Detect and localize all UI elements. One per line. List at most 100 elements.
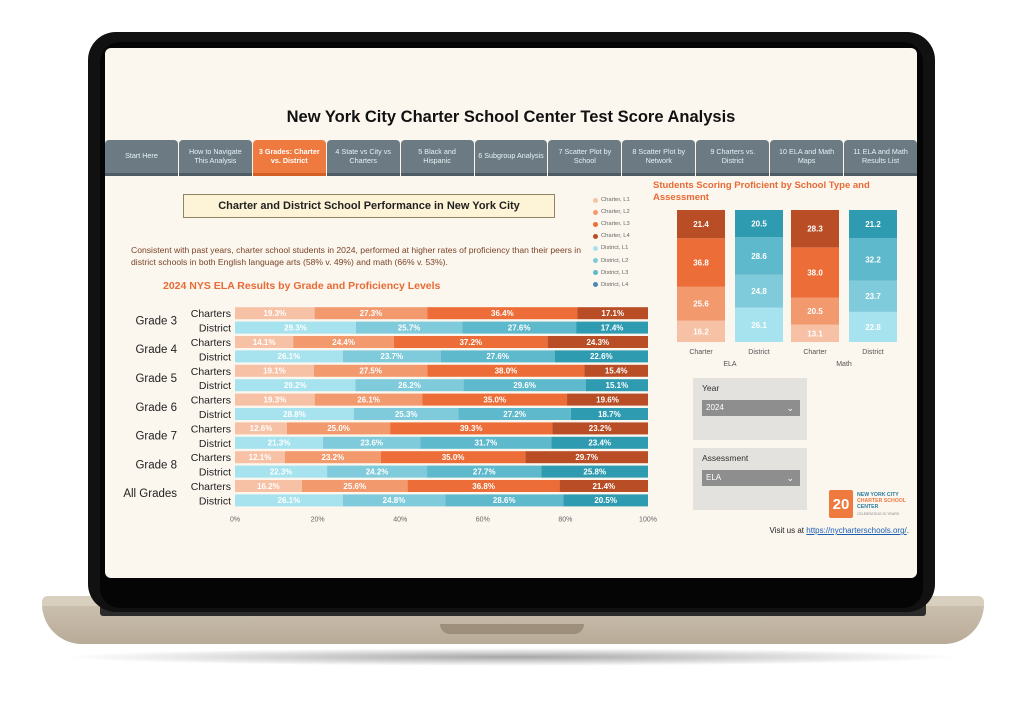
bar-segment[interactable]	[235, 364, 314, 377]
bar-segment[interactable]	[235, 465, 328, 478]
bar-segment[interactable]	[462, 321, 577, 334]
legend-item[interactable]: Charter, L2	[593, 206, 630, 218]
bar-segment[interactable]	[235, 336, 294, 348]
column-segment[interactable]	[677, 320, 725, 342]
column-segment[interactable]	[849, 311, 897, 342]
bar-segment[interactable]	[570, 408, 648, 420]
bar-segment[interactable]	[313, 364, 428, 377]
bar-segment[interactable]	[463, 379, 586, 392]
bar-segment[interactable]	[235, 408, 354, 420]
legend-item[interactable]: Charter, L4	[593, 230, 630, 242]
bar-segment[interactable]	[355, 379, 464, 392]
column-segment[interactable]	[849, 210, 897, 239]
column-segment[interactable]	[791, 324, 839, 342]
bar-segment[interactable]	[576, 321, 648, 334]
tab-2[interactable]: How to Navigate This Analysis	[178, 140, 252, 176]
bar-segment[interactable]	[567, 393, 648, 406]
legend-item[interactable]: District, L3	[593, 267, 630, 279]
bar-segment[interactable]	[458, 408, 571, 420]
column-segment[interactable]	[791, 210, 839, 248]
bar-segment[interactable]	[235, 436, 323, 449]
bar-segment[interactable]	[427, 364, 585, 377]
bar-segment[interactable]	[353, 408, 459, 420]
bar-segment[interactable]	[407, 480, 560, 492]
bar-segment[interactable]	[356, 321, 463, 334]
tab-1[interactable]: Start Here	[105, 140, 178, 176]
legend-item[interactable]: Charter, L1	[593, 194, 630, 206]
bar-segment[interactable]	[314, 393, 423, 406]
legend-item[interactable]: District, L2	[593, 254, 630, 266]
bar-segment[interactable]	[235, 307, 315, 320]
bar-segment[interactable]	[552, 422, 648, 435]
row-label: Charters	[191, 481, 231, 493]
bar-segment[interactable]	[293, 336, 395, 348]
column-segment[interactable]	[735, 237, 783, 275]
column-segment[interactable]	[677, 286, 725, 321]
bar-segment[interactable]	[235, 480, 302, 492]
tab-11[interactable]: 11 ELA and Math Results List	[844, 140, 917, 176]
column-segment[interactable]	[735, 307, 783, 342]
tab-9[interactable]: 9 Charters vs. District	[696, 140, 770, 176]
year-select-value: 2024	[706, 403, 724, 412]
bar-value-label: 36.4%	[491, 309, 514, 318]
bar-segment[interactable]	[390, 422, 553, 435]
website-link[interactable]: https://nycharterschools.org/	[806, 526, 907, 535]
bar-segment[interactable]	[547, 336, 648, 348]
bar-segment[interactable]	[284, 451, 381, 464]
legend-item[interactable]: District, L4	[593, 279, 630, 291]
year-select[interactable]: 2024 ⌄	[702, 400, 800, 416]
bar-segment[interactable]	[585, 379, 648, 392]
legend-item[interactable]: District, L1	[593, 242, 630, 254]
bar-segment[interactable]	[301, 480, 408, 492]
column-segment[interactable]	[849, 238, 897, 281]
column-segment[interactable]	[735, 210, 783, 238]
tab-7[interactable]: 7 Scatter Plot by School	[548, 140, 622, 176]
bar-segment[interactable]	[551, 436, 648, 449]
bar-segment[interactable]	[342, 494, 446, 507]
bar-segment[interactable]	[394, 336, 548, 348]
bar-value-label: 24.8%	[383, 496, 406, 505]
bar-segment[interactable]	[322, 436, 421, 449]
bar-segment[interactable]	[445, 494, 564, 507]
bar-segment[interactable]	[314, 307, 428, 320]
bar-segment[interactable]	[554, 350, 648, 363]
bar-segment[interactable]	[380, 451, 526, 464]
column-segment[interactable]	[677, 210, 725, 239]
column-segment[interactable]	[791, 297, 839, 325]
bar-segment[interactable]	[440, 350, 555, 363]
assessment-select[interactable]: ELA ⌄	[702, 470, 800, 486]
bar-segment[interactable]	[577, 307, 648, 320]
bar-segment[interactable]	[427, 307, 578, 320]
column-segment[interactable]	[791, 247, 839, 298]
bar-segment[interactable]	[235, 393, 315, 406]
tab-4[interactable]: 4 State vs City vs Charters	[326, 140, 400, 176]
tab-10[interactable]: 10 ELA and Math Maps	[770, 140, 844, 176]
bar-segment[interactable]	[235, 321, 357, 334]
bar-segment[interactable]	[584, 364, 648, 377]
bar-segment[interactable]	[420, 436, 552, 449]
bar-segment[interactable]	[342, 350, 441, 363]
bar-value-label: 38.0%	[495, 367, 518, 376]
bar-segment[interactable]	[235, 379, 356, 392]
bar-segment[interactable]	[422, 393, 568, 406]
legend-item[interactable]: Charter, L3	[593, 218, 630, 230]
bar-segment[interactable]	[235, 451, 285, 464]
bar-segment[interactable]	[235, 422, 287, 435]
tab-6[interactable]: 6 Subgroup Analysis	[474, 140, 548, 176]
column-segment[interactable]	[735, 274, 783, 308]
bar-segment[interactable]	[559, 480, 648, 492]
bar-segment[interactable]	[525, 451, 648, 464]
bar-segment[interactable]	[563, 494, 648, 507]
bar-segment[interactable]	[541, 465, 648, 478]
tab-5[interactable]: 5 Black and Hispanic	[400, 140, 474, 176]
tab-8[interactable]: 8 Scatter Plot by Network	[622, 140, 696, 176]
bar-segment[interactable]	[235, 494, 343, 507]
tab-3[interactable]: 3 Grades: Charter vs. District	[252, 140, 326, 176]
column-segment[interactable]	[849, 280, 897, 312]
bar-segment[interactable]	[327, 465, 428, 478]
bar-segment[interactable]	[286, 422, 391, 435]
bar-value-label: 27.2%	[503, 410, 526, 419]
bar-segment[interactable]	[235, 350, 343, 363]
column-segment[interactable]	[677, 238, 725, 287]
bar-segment[interactable]	[427, 465, 542, 478]
